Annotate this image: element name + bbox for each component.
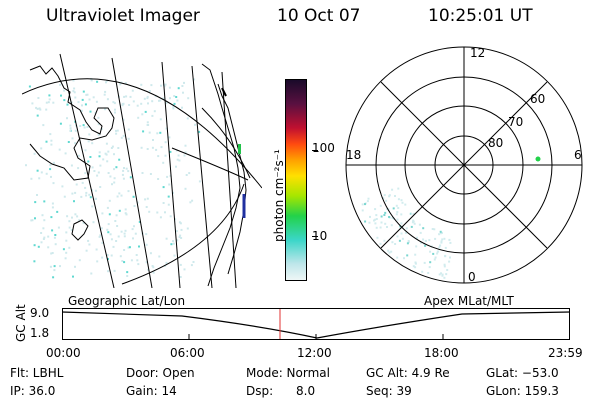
time-label: 10:25:01 UT bbox=[428, 6, 533, 26]
mlt-label-18: 18 bbox=[346, 148, 361, 162]
timeline-right-label: Apex MLat/MLT bbox=[424, 294, 514, 308]
timeline-left-label: Geographic Lat/Lon bbox=[68, 294, 186, 308]
app-title: Ultraviolet Imager bbox=[46, 6, 200, 26]
info-ip: IP: 36.0 bbox=[10, 384, 56, 398]
mlt-label-6: 6 bbox=[574, 148, 582, 162]
mlat-label-60: 60 bbox=[530, 92, 545, 106]
geographic-map bbox=[22, 53, 262, 288]
colorbar-unit-label: photon cm⁻²s⁻¹ bbox=[272, 149, 286, 242]
map-speckle bbox=[25, 78, 201, 279]
polar-speckle bbox=[361, 187, 452, 279]
timeline-x-tick-1800: 18:00 bbox=[424, 346, 459, 360]
mlat-label-80: 80 bbox=[488, 136, 503, 150]
info-glon: GLon: 159.3 bbox=[486, 384, 559, 398]
grid-line bbox=[171, 147, 249, 181]
grid-line bbox=[111, 57, 153, 288]
grid-line bbox=[22, 78, 262, 189]
mlt-line bbox=[380, 81, 548, 249]
colorbar-tick-10: 10 bbox=[312, 229, 328, 243]
info-dsp: Dsp: 8.0 bbox=[246, 384, 316, 398]
info-gc-alt: GC Alt: 4.9 Re bbox=[366, 366, 450, 380]
info-flt: Flt: LBHL bbox=[10, 366, 64, 380]
coastline bbox=[29, 65, 115, 181]
info-door: Door: Open bbox=[126, 366, 195, 380]
mlt-label-12: 12 bbox=[470, 46, 485, 60]
info-seq: Seq: 39 bbox=[366, 384, 412, 398]
grid-line bbox=[121, 183, 245, 285]
grid-line bbox=[59, 53, 115, 288]
mlt-label-0: 0 bbox=[468, 270, 476, 284]
timeline-x-tick-0000: 00:00 bbox=[46, 346, 81, 360]
coastline bbox=[217, 83, 247, 275]
coastline bbox=[221, 87, 227, 97]
aurora-spot bbox=[535, 156, 541, 162]
colorbar-tick-mark bbox=[312, 236, 318, 237]
timeline-y-tick-1.8: 1.8 bbox=[30, 326, 50, 340]
colorbar-tick-100: 100 bbox=[312, 141, 335, 155]
date-label: 10 Oct 07 bbox=[277, 6, 361, 26]
colorbar bbox=[285, 79, 307, 281]
grid-line bbox=[221, 71, 237, 288]
altitude-curve bbox=[62, 311, 570, 339]
info-mode: Mode: Normal bbox=[246, 366, 330, 380]
mlat-label-70: 70 bbox=[508, 115, 523, 129]
colorbar-tick-mark bbox=[312, 150, 318, 151]
polar-plot: 12 18 6 0 60 70 80 bbox=[345, 46, 583, 284]
info-gain: Gain: 14 bbox=[126, 384, 177, 398]
timeline-x-tick-0600: 06:00 bbox=[170, 346, 205, 360]
timeline-x-tick-1200: 12:00 bbox=[297, 346, 332, 360]
timeline-frame bbox=[62, 308, 570, 340]
grid-line bbox=[191, 65, 213, 288]
info-glat: GLat: −53.0 bbox=[486, 366, 559, 380]
altitude-timeline bbox=[62, 308, 570, 340]
timeline-y-tick-9: 9.0 bbox=[30, 306, 50, 320]
aurora-spot bbox=[238, 144, 241, 154]
grid-line bbox=[201, 107, 251, 179]
coastline bbox=[71, 219, 89, 241]
timeline-x-tick-2359: 23:59 bbox=[548, 346, 583, 360]
grid-line bbox=[161, 61, 181, 288]
timeline-axis-label: GC Alt bbox=[14, 304, 28, 342]
